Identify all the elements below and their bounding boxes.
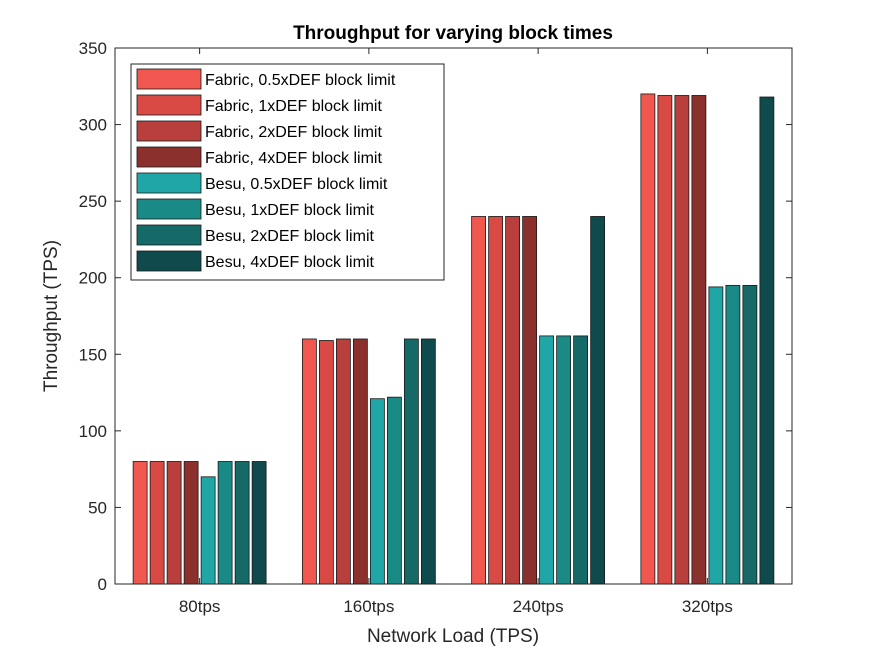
legend-swatch: [136, 224, 202, 246]
legend-label: Besu, 4xDEF block limit: [205, 254, 374, 271]
bar: [149, 461, 165, 585]
legend-label: Fabric, 2xDEF block limit: [205, 124, 382, 141]
legend-label: Fabric, 0.5xDEF block limit: [205, 72, 396, 89]
legend-swatch: [136, 198, 202, 220]
bar: [200, 476, 216, 585]
y-tick-label: 200: [79, 269, 107, 288]
x-axis: 80tps 160tps 240tps 320tps: [179, 48, 733, 616]
bar: [742, 284, 758, 585]
y-tick-label: 150: [79, 345, 107, 364]
bar: [759, 96, 775, 585]
bar: [708, 286, 724, 585]
y-tick-label: 100: [79, 422, 107, 441]
legend-swatch: [136, 172, 202, 194]
bar: [573, 335, 589, 585]
legend-swatch: [136, 146, 202, 168]
bar: [725, 284, 741, 585]
bar: [403, 338, 419, 585]
bar: [217, 461, 233, 585]
bar: [301, 338, 317, 585]
legend-label: Fabric, 1xDEF block limit: [205, 98, 382, 115]
bar: [640, 93, 656, 585]
x-tick-label: 320tps: [682, 597, 733, 616]
bar: [505, 216, 521, 585]
bar: [335, 338, 351, 585]
chart-title: Throughput for varying block times: [293, 23, 613, 44]
bar: [369, 398, 385, 585]
bar: [386, 396, 402, 585]
legend-label: Fabric, 4xDEF block limit: [205, 150, 382, 167]
y-tick-label: 50: [88, 498, 107, 517]
y-tick-label: 250: [79, 192, 107, 211]
legend-label: Besu, 2xDEF block limit: [205, 228, 374, 245]
legend: Fabric, 0.5xDEF block limit Fabric, 1xDEF…: [130, 63, 445, 281]
y-axis: 0 50 100 150 200 250 300 350: [79, 39, 792, 594]
bar: [590, 216, 606, 585]
y-axis-label: Throughput (TPS): [41, 240, 62, 392]
legend-swatch: [136, 250, 202, 272]
bar: [251, 461, 267, 585]
bar: [420, 338, 436, 585]
legend-swatch: [136, 120, 202, 142]
bar: [471, 216, 487, 585]
y-tick-label: 300: [79, 116, 107, 135]
x-axis-label: Network Load (TPS): [367, 626, 539, 647]
bar: [488, 216, 504, 585]
bar: [183, 461, 199, 585]
x-tick-label: 160tps: [343, 597, 394, 616]
legend-swatch: [136, 94, 202, 116]
bar: [166, 461, 182, 585]
bar: [691, 95, 707, 585]
bar: [318, 340, 334, 585]
y-tick-label: 0: [98, 575, 107, 594]
legend-label: Besu, 0.5xDEF block limit: [205, 176, 388, 193]
x-tick-label: 240tps: [513, 597, 564, 616]
bar: [522, 216, 538, 585]
y-tick-label: 350: [79, 39, 107, 58]
bar: [539, 335, 555, 585]
bar: [657, 95, 673, 585]
x-tick-label: 80tps: [179, 597, 221, 616]
bar: [132, 461, 148, 585]
bar: [352, 338, 368, 585]
bar: [674, 95, 690, 585]
legend-label: Besu, 1xDEF block limit: [205, 202, 374, 219]
bar: [556, 335, 572, 585]
legend-swatch: [136, 68, 202, 90]
bar: [234, 461, 250, 585]
bars-group: [132, 93, 775, 585]
